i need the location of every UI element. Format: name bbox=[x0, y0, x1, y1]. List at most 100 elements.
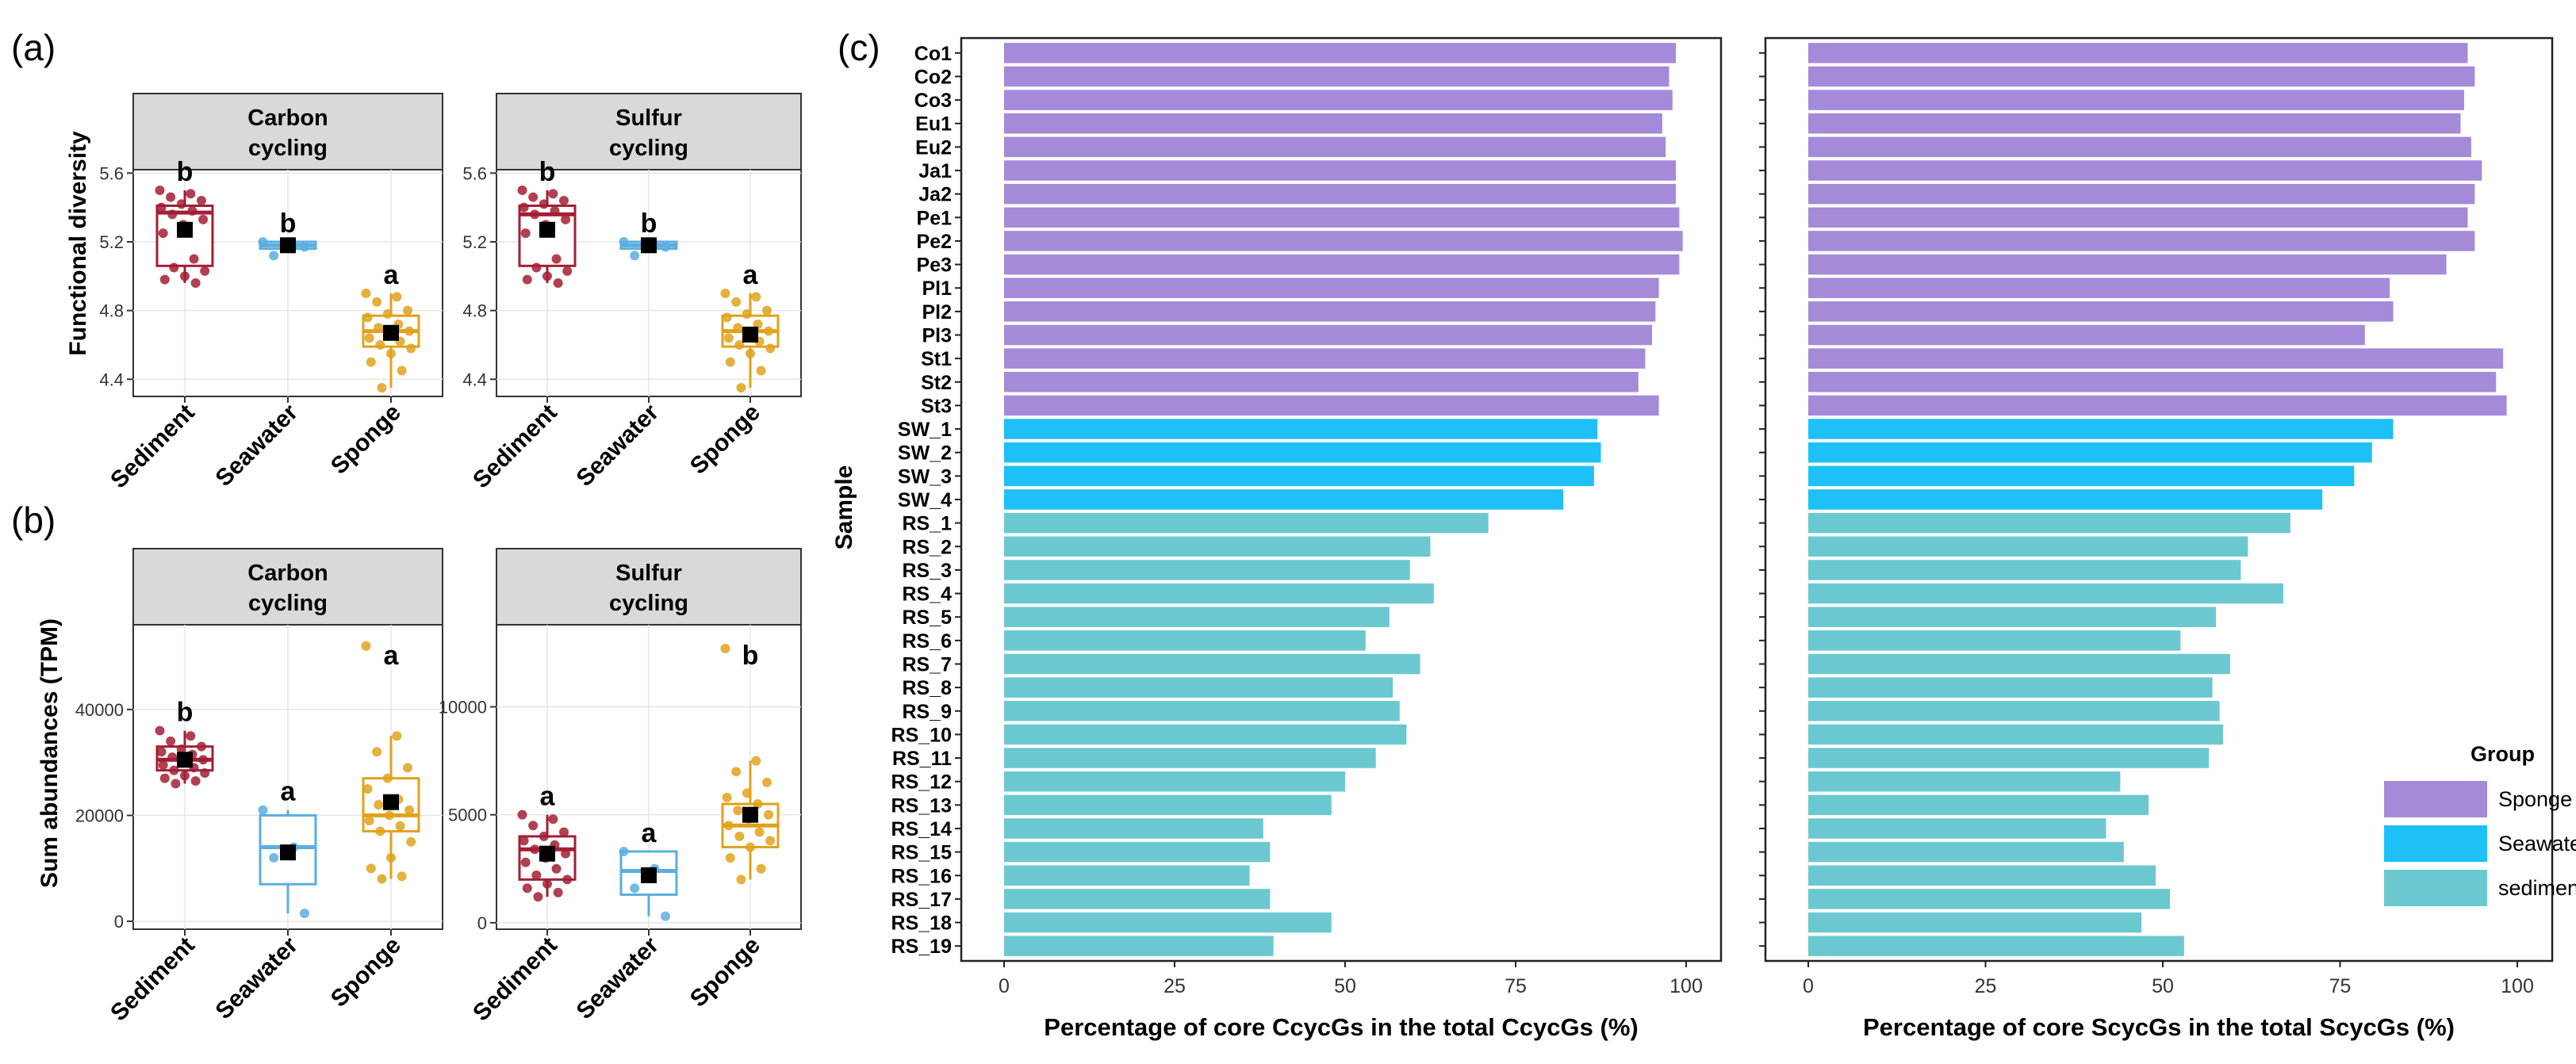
facet-strip-line-2: cycling bbox=[248, 591, 328, 616]
data-point bbox=[406, 836, 416, 847]
y-tick-label: 4.8 bbox=[99, 301, 124, 321]
data-point bbox=[553, 278, 563, 288]
box-panel-b-sulfur: Sulfur cycling 0 5000 10000 a Sediment a Seawate… bbox=[439, 548, 802, 1026]
significance-letter: a bbox=[384, 260, 400, 290]
mean-marker bbox=[280, 844, 296, 861]
y-tick-label: Co1 bbox=[914, 43, 952, 65]
mean-marker bbox=[539, 221, 555, 238]
data-point bbox=[731, 767, 742, 777]
data-point bbox=[753, 799, 763, 809]
data-point bbox=[386, 852, 396, 863]
data-point bbox=[397, 871, 407, 882]
data-point bbox=[551, 254, 562, 264]
legend-swatch-seawater bbox=[2384, 825, 2487, 862]
data-point bbox=[517, 186, 527, 195]
data-point bbox=[155, 186, 165, 195]
bar bbox=[1004, 818, 1263, 839]
data-point bbox=[166, 192, 176, 202]
data-point bbox=[406, 343, 416, 354]
bar bbox=[1808, 301, 2394, 322]
bar bbox=[1004, 630, 1366, 651]
y-tick-label: RS_2 bbox=[902, 536, 952, 558]
bar bbox=[1808, 818, 2106, 839]
significance-letter: b bbox=[539, 157, 556, 187]
y-tick-label: RS_1 bbox=[902, 513, 952, 535]
y-tick-label: RS_4 bbox=[902, 584, 952, 606]
x-tick-label: 100 bbox=[1669, 975, 1703, 997]
x-tick-label: Seawater bbox=[210, 399, 303, 492]
bar bbox=[1004, 66, 1669, 87]
bar bbox=[1004, 160, 1677, 181]
data-point bbox=[269, 852, 279, 863]
legend-label-seawater: Seawater bbox=[2498, 832, 2576, 855]
data-point bbox=[300, 242, 309, 252]
y-tick-label: RS_12 bbox=[891, 771, 952, 794]
data-point bbox=[362, 312, 373, 323]
x-tick-label: Sediment bbox=[105, 932, 200, 1027]
data-point bbox=[158, 228, 168, 239]
data-point bbox=[374, 323, 384, 333]
bar bbox=[1808, 794, 2149, 816]
data-point bbox=[630, 883, 640, 894]
box-panel-a-carbon: Carbon cycling 4.4 4.8 5.2 5.6 b Sediment b Seawa… bbox=[99, 93, 443, 493]
xlabel-ccycgs: Percentage of core CcycGs in the total C… bbox=[1044, 1013, 1638, 1041]
y-tick-label: RS_6 bbox=[902, 630, 952, 653]
data-point bbox=[522, 883, 532, 894]
data-point bbox=[733, 323, 743, 333]
data-point bbox=[180, 271, 190, 281]
mean-marker bbox=[742, 327, 758, 343]
data-point bbox=[562, 875, 573, 885]
data-point bbox=[722, 792, 732, 802]
data-point bbox=[300, 908, 309, 918]
y-tick-label: RS_16 bbox=[891, 865, 952, 887]
data-point bbox=[736, 383, 746, 393]
bar bbox=[1004, 512, 1489, 534]
data-point bbox=[553, 887, 563, 898]
data-point bbox=[386, 348, 396, 358]
x-tick-label: 0 bbox=[999, 975, 1010, 997]
data-point bbox=[630, 251, 640, 261]
data-point bbox=[176, 744, 186, 754]
data-point bbox=[375, 340, 385, 350]
bar bbox=[1808, 66, 2475, 87]
data-point bbox=[197, 196, 206, 205]
y-tick-label: 5.6 bbox=[462, 163, 487, 183]
bar bbox=[1004, 560, 1410, 580]
data-point bbox=[734, 340, 745, 350]
bar bbox=[1808, 183, 2475, 205]
data-point bbox=[561, 848, 571, 859]
data-point bbox=[166, 736, 176, 746]
y-tick-label: Eu2 bbox=[915, 136, 952, 159]
bar bbox=[1808, 748, 2210, 768]
bar bbox=[1004, 794, 1332, 816]
data-point bbox=[258, 805, 268, 815]
legend-title: Group bbox=[2471, 742, 2535, 766]
x-tick-label: 25 bbox=[1975, 975, 1997, 997]
data-point bbox=[366, 357, 376, 367]
significance-letter: b bbox=[177, 157, 194, 187]
data-point bbox=[176, 199, 186, 209]
bar bbox=[1808, 724, 2223, 745]
data-point bbox=[533, 892, 543, 902]
y-tick-label: RS_5 bbox=[902, 607, 952, 629]
y-tick-label: Eu1 bbox=[915, 113, 952, 136]
data-point bbox=[530, 209, 540, 220]
bar bbox=[1808, 43, 2468, 63]
y-tick-label: Ja2 bbox=[918, 184, 952, 206]
bar bbox=[1004, 419, 1598, 439]
y-tick-label: SW_1 bbox=[898, 419, 952, 441]
data-point bbox=[190, 278, 201, 288]
data-point bbox=[733, 806, 743, 816]
data-point bbox=[742, 788, 752, 798]
data-point bbox=[269, 251, 279, 261]
xlabel-scycgs: Percentage of core ScycGs in the total S… bbox=[1863, 1013, 2455, 1041]
data-point bbox=[542, 271, 552, 281]
bar bbox=[1808, 583, 2283, 604]
bar bbox=[1808, 536, 2248, 557]
y-tick-label: RS_10 bbox=[891, 724, 952, 746]
data-point bbox=[382, 309, 393, 319]
data-point bbox=[197, 741, 206, 752]
data-point bbox=[186, 731, 196, 741]
x-tick-label: 50 bbox=[1334, 975, 1356, 997]
data-point bbox=[517, 809, 527, 820]
